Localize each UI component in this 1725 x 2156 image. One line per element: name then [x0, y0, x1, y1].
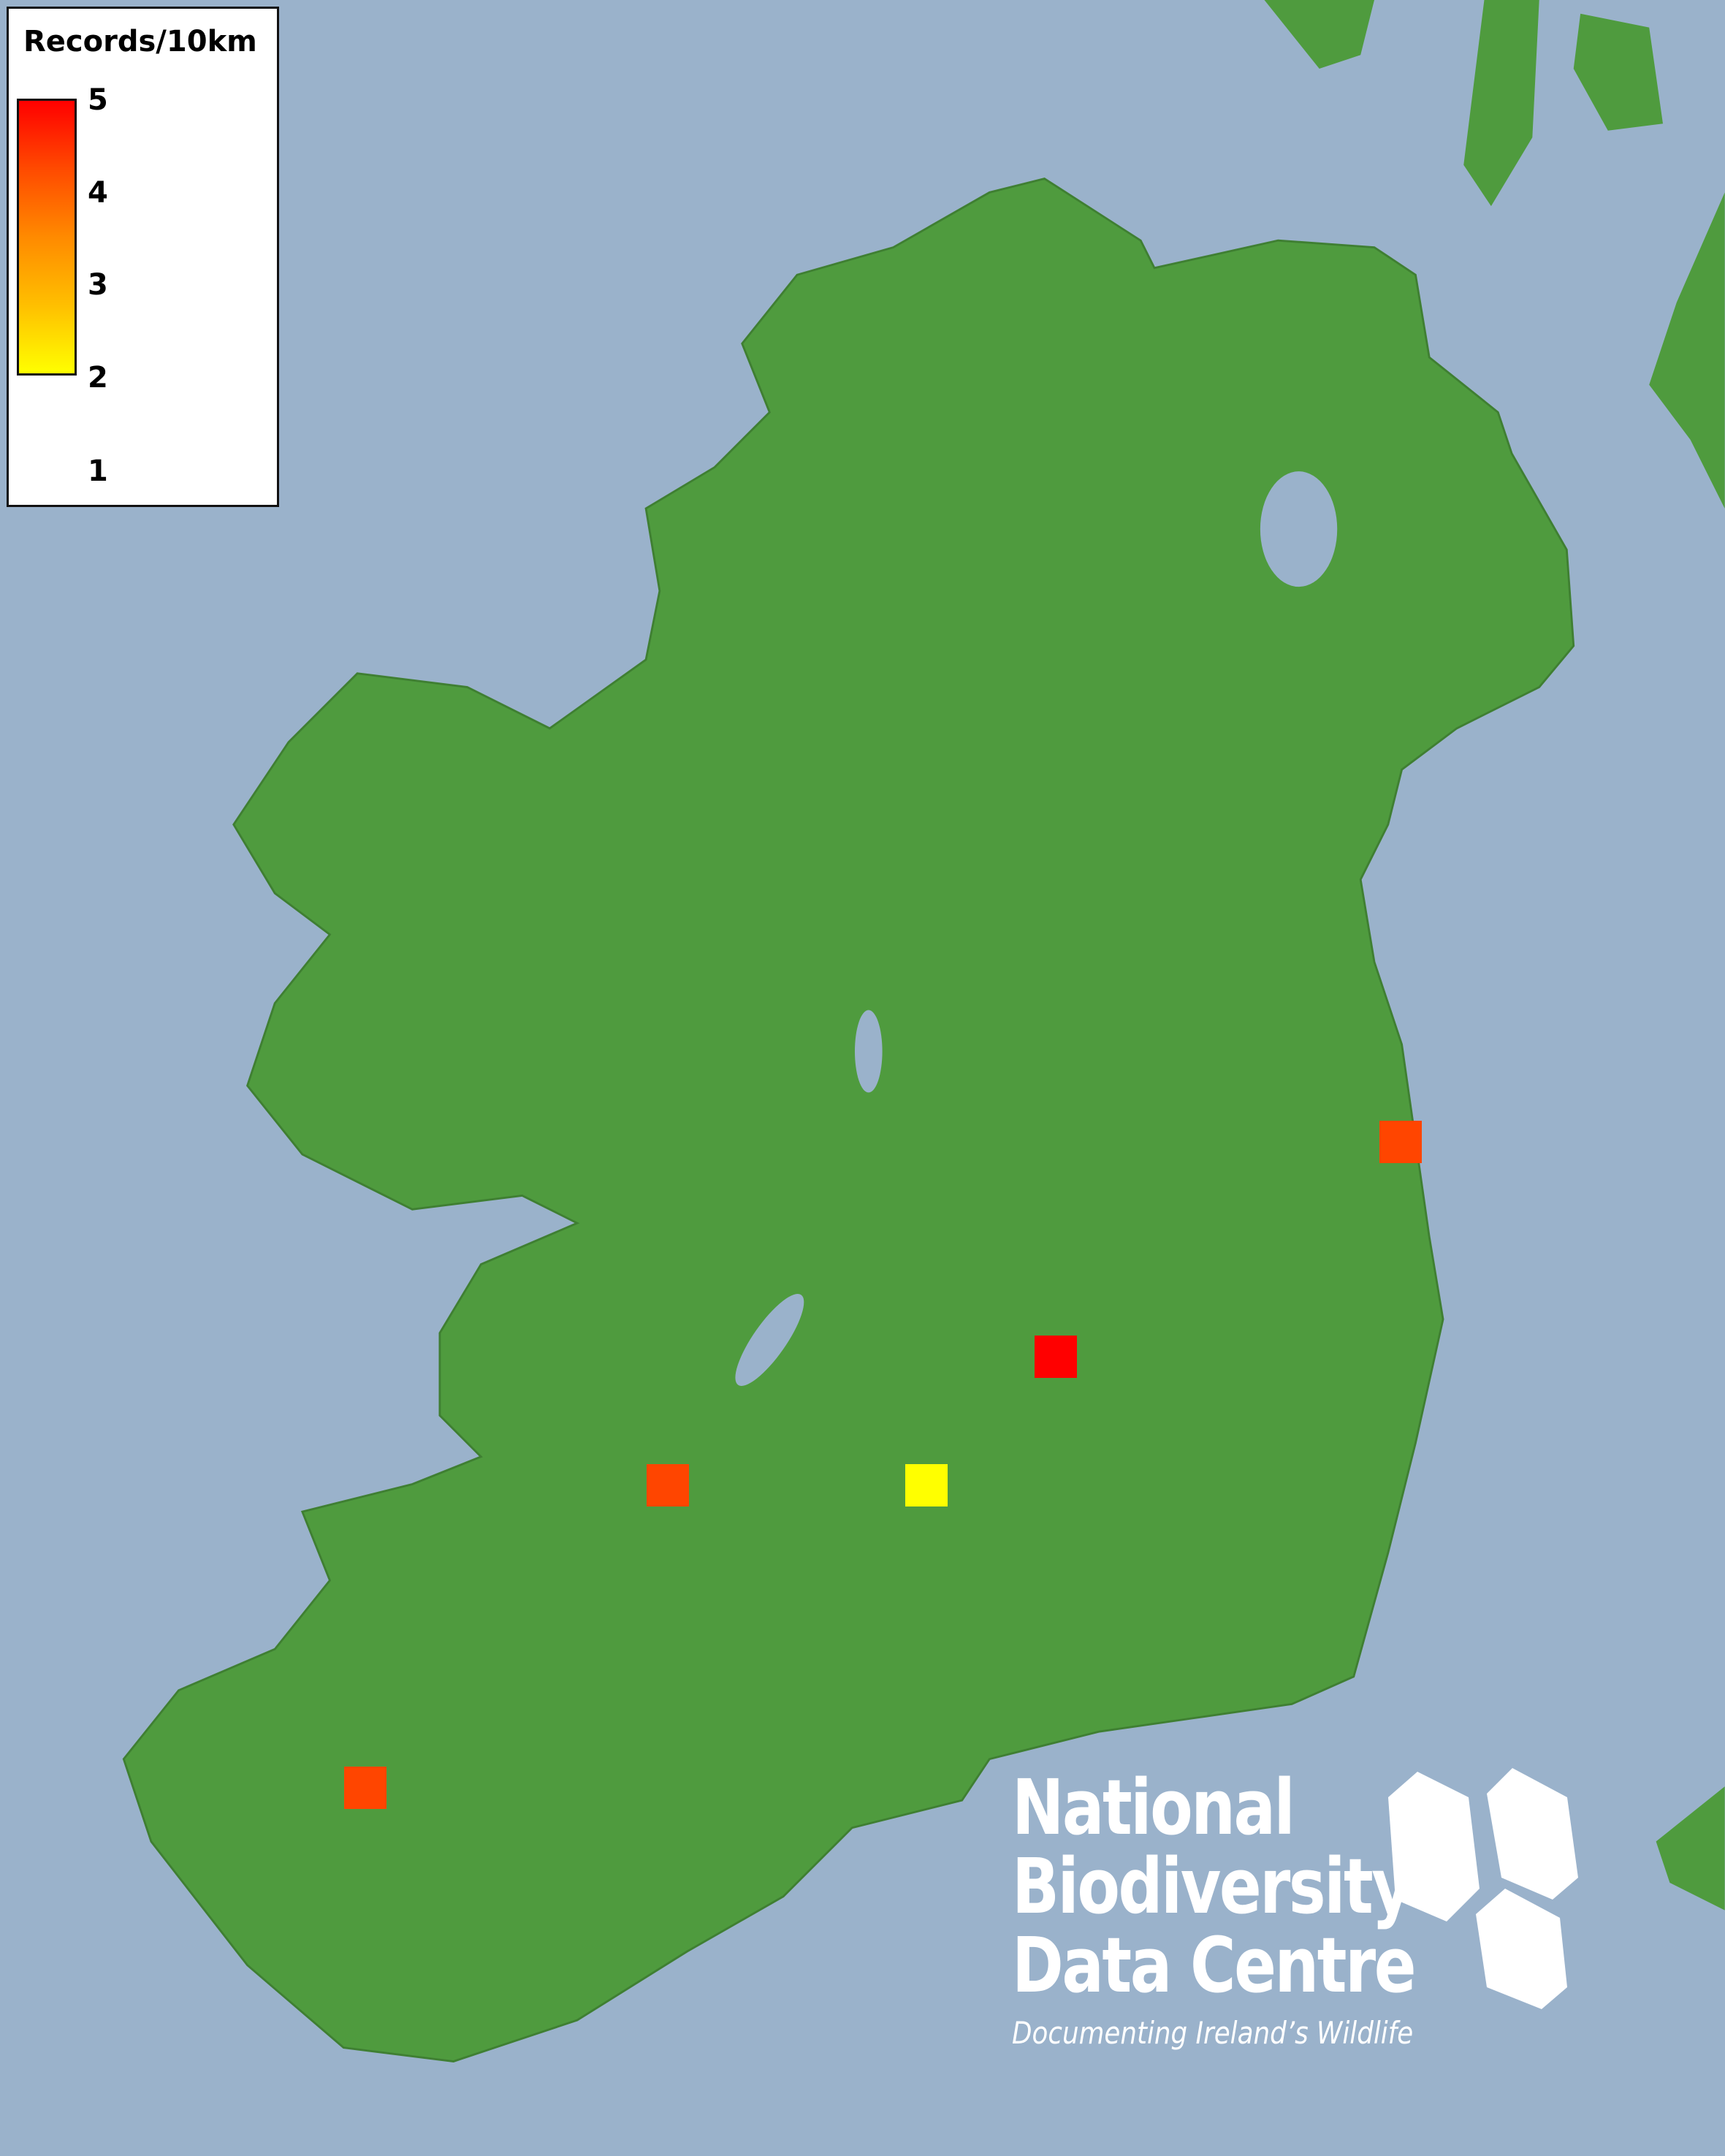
record-square [647, 1464, 689, 1506]
logo-line-1: National [1012, 1763, 1295, 1852]
butterfly-icon [1487, 1768, 1578, 1900]
legend-tick-2: 2 [88, 361, 108, 395]
record-square [905, 1464, 948, 1506]
lough-neagh [1260, 471, 1338, 587]
logo-line-2: Biodiversity [1012, 1842, 1412, 1931]
tree-icon [1388, 1772, 1480, 1921]
legend-tick-4: 4 [88, 176, 108, 210]
logo-tagline: Documenting Ireland’s Wildlife [1012, 2015, 1414, 2051]
lough-derg [735, 1293, 804, 1386]
record-square [1035, 1336, 1077, 1378]
legend-tick-5: 5 [88, 83, 108, 117]
seahorse-icon [1476, 1889, 1567, 2009]
ireland-landmass [122, 178, 1575, 2062]
record-square [1379, 1121, 1422, 1163]
logo-line-3: Data Centre [1012, 1921, 1417, 2010]
legend-colorbar [17, 99, 77, 376]
lough-ree [854, 1010, 883, 1093]
legend-tick-1: 1 [88, 454, 108, 488]
legend-title: Records/10km [23, 25, 257, 58]
nbdc-logo: National Biodiversity Data Centre Docume… [1012, 1768, 1503, 2051]
logo-hexagon-icons [1388, 1768, 1578, 2009]
legend-tick-3: 3 [88, 268, 108, 302]
legend: Records/10km 5 4 3 2 1 [7, 7, 279, 507]
record-square [344, 1767, 386, 1809]
